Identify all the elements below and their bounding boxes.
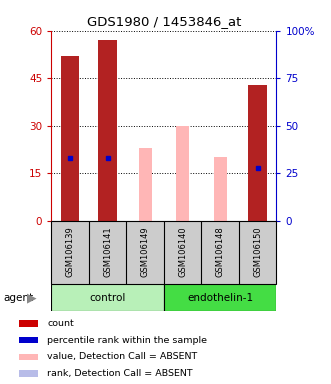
Text: rank, Detection Call = ABSENT: rank, Detection Call = ABSENT bbox=[47, 369, 193, 378]
Text: ▶: ▶ bbox=[26, 291, 36, 304]
Text: GSM106149: GSM106149 bbox=[141, 226, 150, 276]
Bar bbox=[51, 284, 164, 311]
Bar bbox=[248, 84, 267, 221]
Bar bbox=[61, 56, 79, 221]
Text: value, Detection Call = ABSENT: value, Detection Call = ABSENT bbox=[47, 353, 198, 361]
Text: GSM106148: GSM106148 bbox=[215, 226, 225, 276]
Bar bbox=[139, 148, 152, 221]
Bar bbox=[164, 284, 276, 311]
Text: GSM106139: GSM106139 bbox=[66, 226, 74, 276]
Text: agent: agent bbox=[3, 293, 33, 303]
Bar bbox=[213, 179, 227, 221]
Bar bbox=[213, 157, 227, 221]
Text: control: control bbox=[89, 293, 126, 303]
Bar bbox=[20, 320, 38, 326]
Title: GDS1980 / 1453846_at: GDS1980 / 1453846_at bbox=[87, 15, 241, 28]
Bar bbox=[98, 40, 117, 221]
Text: GSM106141: GSM106141 bbox=[103, 226, 112, 276]
Text: count: count bbox=[47, 319, 74, 328]
Text: percentile rank within the sample: percentile rank within the sample bbox=[47, 336, 208, 344]
Text: endothelin-1: endothelin-1 bbox=[187, 293, 253, 303]
Bar bbox=[176, 126, 189, 221]
Text: GSM106150: GSM106150 bbox=[253, 226, 262, 276]
Bar bbox=[176, 164, 189, 221]
Bar bbox=[20, 371, 38, 377]
Text: GSM106140: GSM106140 bbox=[178, 226, 187, 276]
Bar bbox=[139, 183, 152, 221]
Bar bbox=[20, 354, 38, 360]
Bar bbox=[20, 337, 38, 343]
